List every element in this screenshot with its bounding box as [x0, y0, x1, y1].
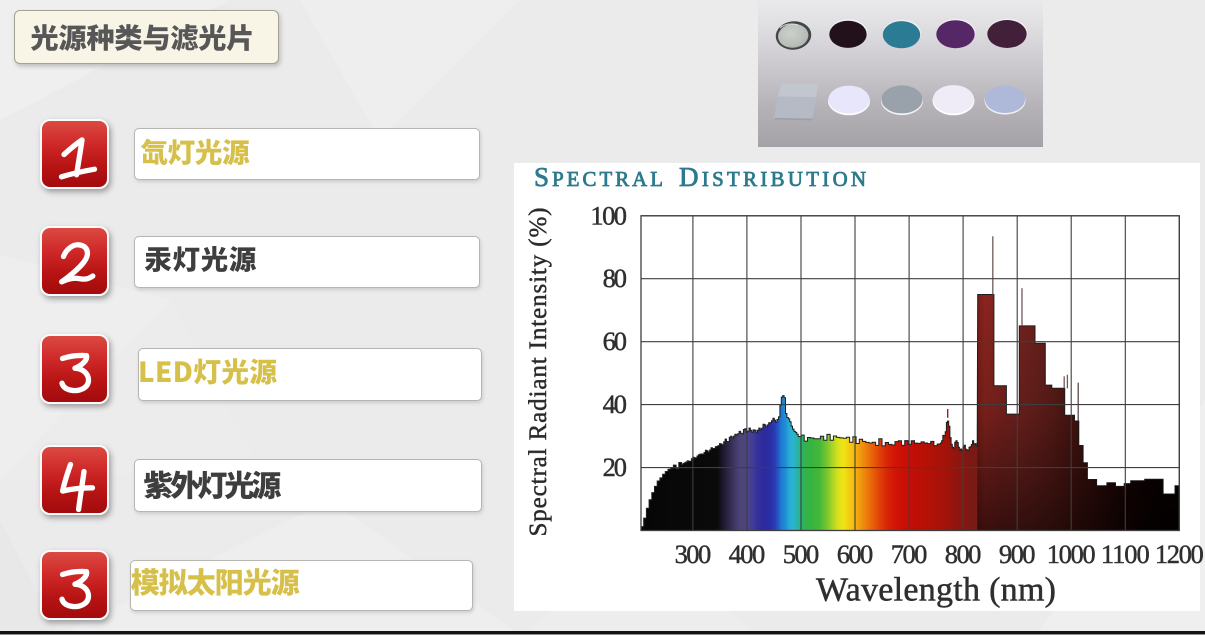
- svg-text:600: 600: [837, 539, 874, 569]
- svg-text:1000: 1000: [1047, 539, 1096, 569]
- svg-text:40: 40: [603, 389, 627, 419]
- svg-text:100: 100: [590, 200, 627, 230]
- svg-text:60: 60: [603, 326, 627, 356]
- svg-text:1200: 1200: [1155, 539, 1204, 569]
- svg-text:80: 80: [603, 263, 627, 293]
- svg-text:Spectral Radiant Intensity (%): Spectral Radiant Intensity (%): [525, 208, 552, 537]
- svg-text:900: 900: [999, 539, 1036, 569]
- svg-text:700: 700: [891, 539, 928, 569]
- svg-text:Wavelength (nm): Wavelength (nm): [816, 572, 1056, 609]
- svg-text:1100: 1100: [1101, 539, 1150, 569]
- svg-text:300: 300: [675, 539, 712, 569]
- svg-text:800: 800: [945, 539, 982, 569]
- svg-text:500: 500: [783, 539, 820, 569]
- svg-text:20: 20: [603, 452, 627, 482]
- svg-text:400: 400: [729, 539, 766, 569]
